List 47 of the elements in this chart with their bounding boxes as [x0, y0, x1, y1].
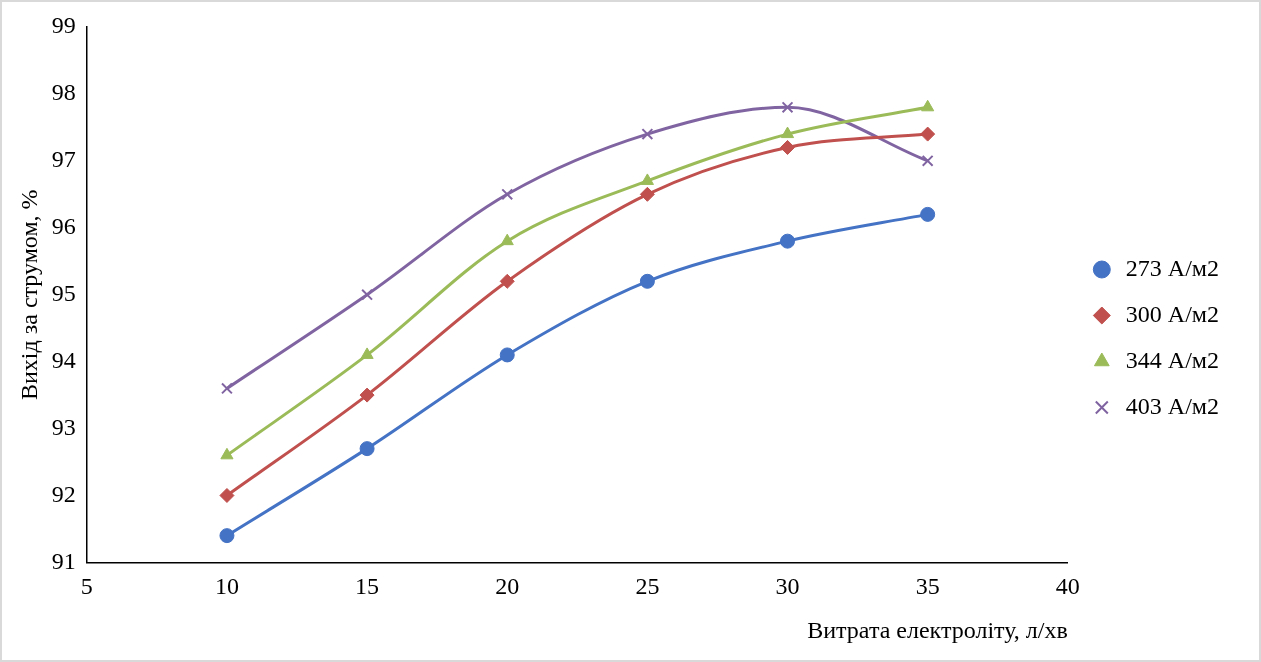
point	[360, 347, 374, 359]
point	[921, 99, 935, 112]
legend-label: 403 А/м2	[1125, 392, 1219, 419]
x-tick-label: 40	[1055, 573, 1080, 600]
x-tick-label: 20	[495, 573, 520, 600]
point	[780, 126, 795, 139]
point	[920, 206, 936, 222]
point	[780, 233, 796, 249]
point	[639, 273, 655, 289]
y-tick-label: 99	[51, 12, 76, 39]
y-tick-label: 92	[51, 480, 76, 507]
point	[220, 447, 234, 460]
x-axis-title: Витрата електроліту, л/хв	[807, 616, 1068, 643]
x-tick-label: 25	[635, 573, 660, 600]
point	[920, 126, 936, 142]
point	[361, 288, 374, 301]
legend-label: 344 А/м2	[1125, 346, 1219, 373]
y-tick-label: 95	[51, 280, 76, 306]
point	[501, 188, 514, 201]
x-tick-label: 35	[915, 573, 940, 600]
point	[219, 487, 235, 503]
point	[359, 441, 375, 457]
point	[499, 347, 515, 363]
x-tick-label: 10	[214, 573, 239, 600]
point	[780, 139, 796, 155]
y-tick-label: 97	[51, 146, 76, 173]
legend-label: 300 А/м2	[1125, 300, 1219, 327]
point	[500, 233, 514, 246]
y-tick-label: 91	[51, 547, 76, 574]
point	[640, 173, 654, 185]
x-tick-label: 30	[775, 573, 800, 600]
y-tick-label: 93	[51, 413, 76, 440]
point	[221, 382, 233, 395]
y-tick-label: 98	[51, 79, 76, 106]
point	[641, 128, 654, 141]
point	[781, 101, 794, 114]
y-axis-title: Вихід за струмом, %	[15, 189, 42, 400]
point	[921, 154, 934, 167]
point	[499, 273, 515, 289]
x-tick-label: 5	[80, 573, 93, 600]
point	[219, 528, 235, 544]
y-tick-label: 94	[51, 346, 76, 373]
point	[639, 186, 655, 202]
x-tick-label: 15	[355, 573, 380, 600]
legend-label: 273 А/м2	[1125, 254, 1219, 281]
y-tick-label: 96	[51, 213, 76, 240]
point	[359, 387, 375, 403]
